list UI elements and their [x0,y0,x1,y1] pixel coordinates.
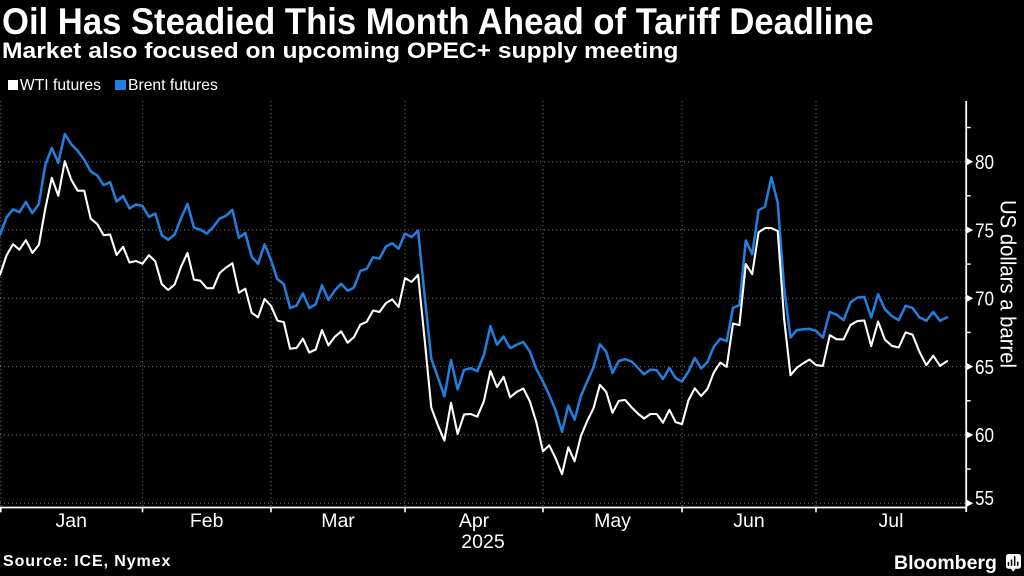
svg-text:80: 80 [975,151,994,174]
svg-text:Jan: Jan [55,510,86,532]
svg-text:Feb: Feb [190,510,224,532]
svg-text:US dollars a barrel: US dollars a barrel [996,200,1021,368]
svg-text:Mar: Mar [321,510,355,532]
svg-text:Jul: Jul [879,510,904,532]
svg-text:May: May [594,510,631,532]
svg-text:75: 75 [975,219,994,242]
svg-text:65: 65 [975,356,994,379]
svg-text:55: 55 [975,487,994,510]
svg-text:Jun: Jun [733,510,764,532]
svg-text:Apr: Apr [459,510,490,532]
svg-text:2025: 2025 [461,531,505,553]
svg-text:60: 60 [975,424,994,447]
svg-text:70: 70 [975,288,994,311]
